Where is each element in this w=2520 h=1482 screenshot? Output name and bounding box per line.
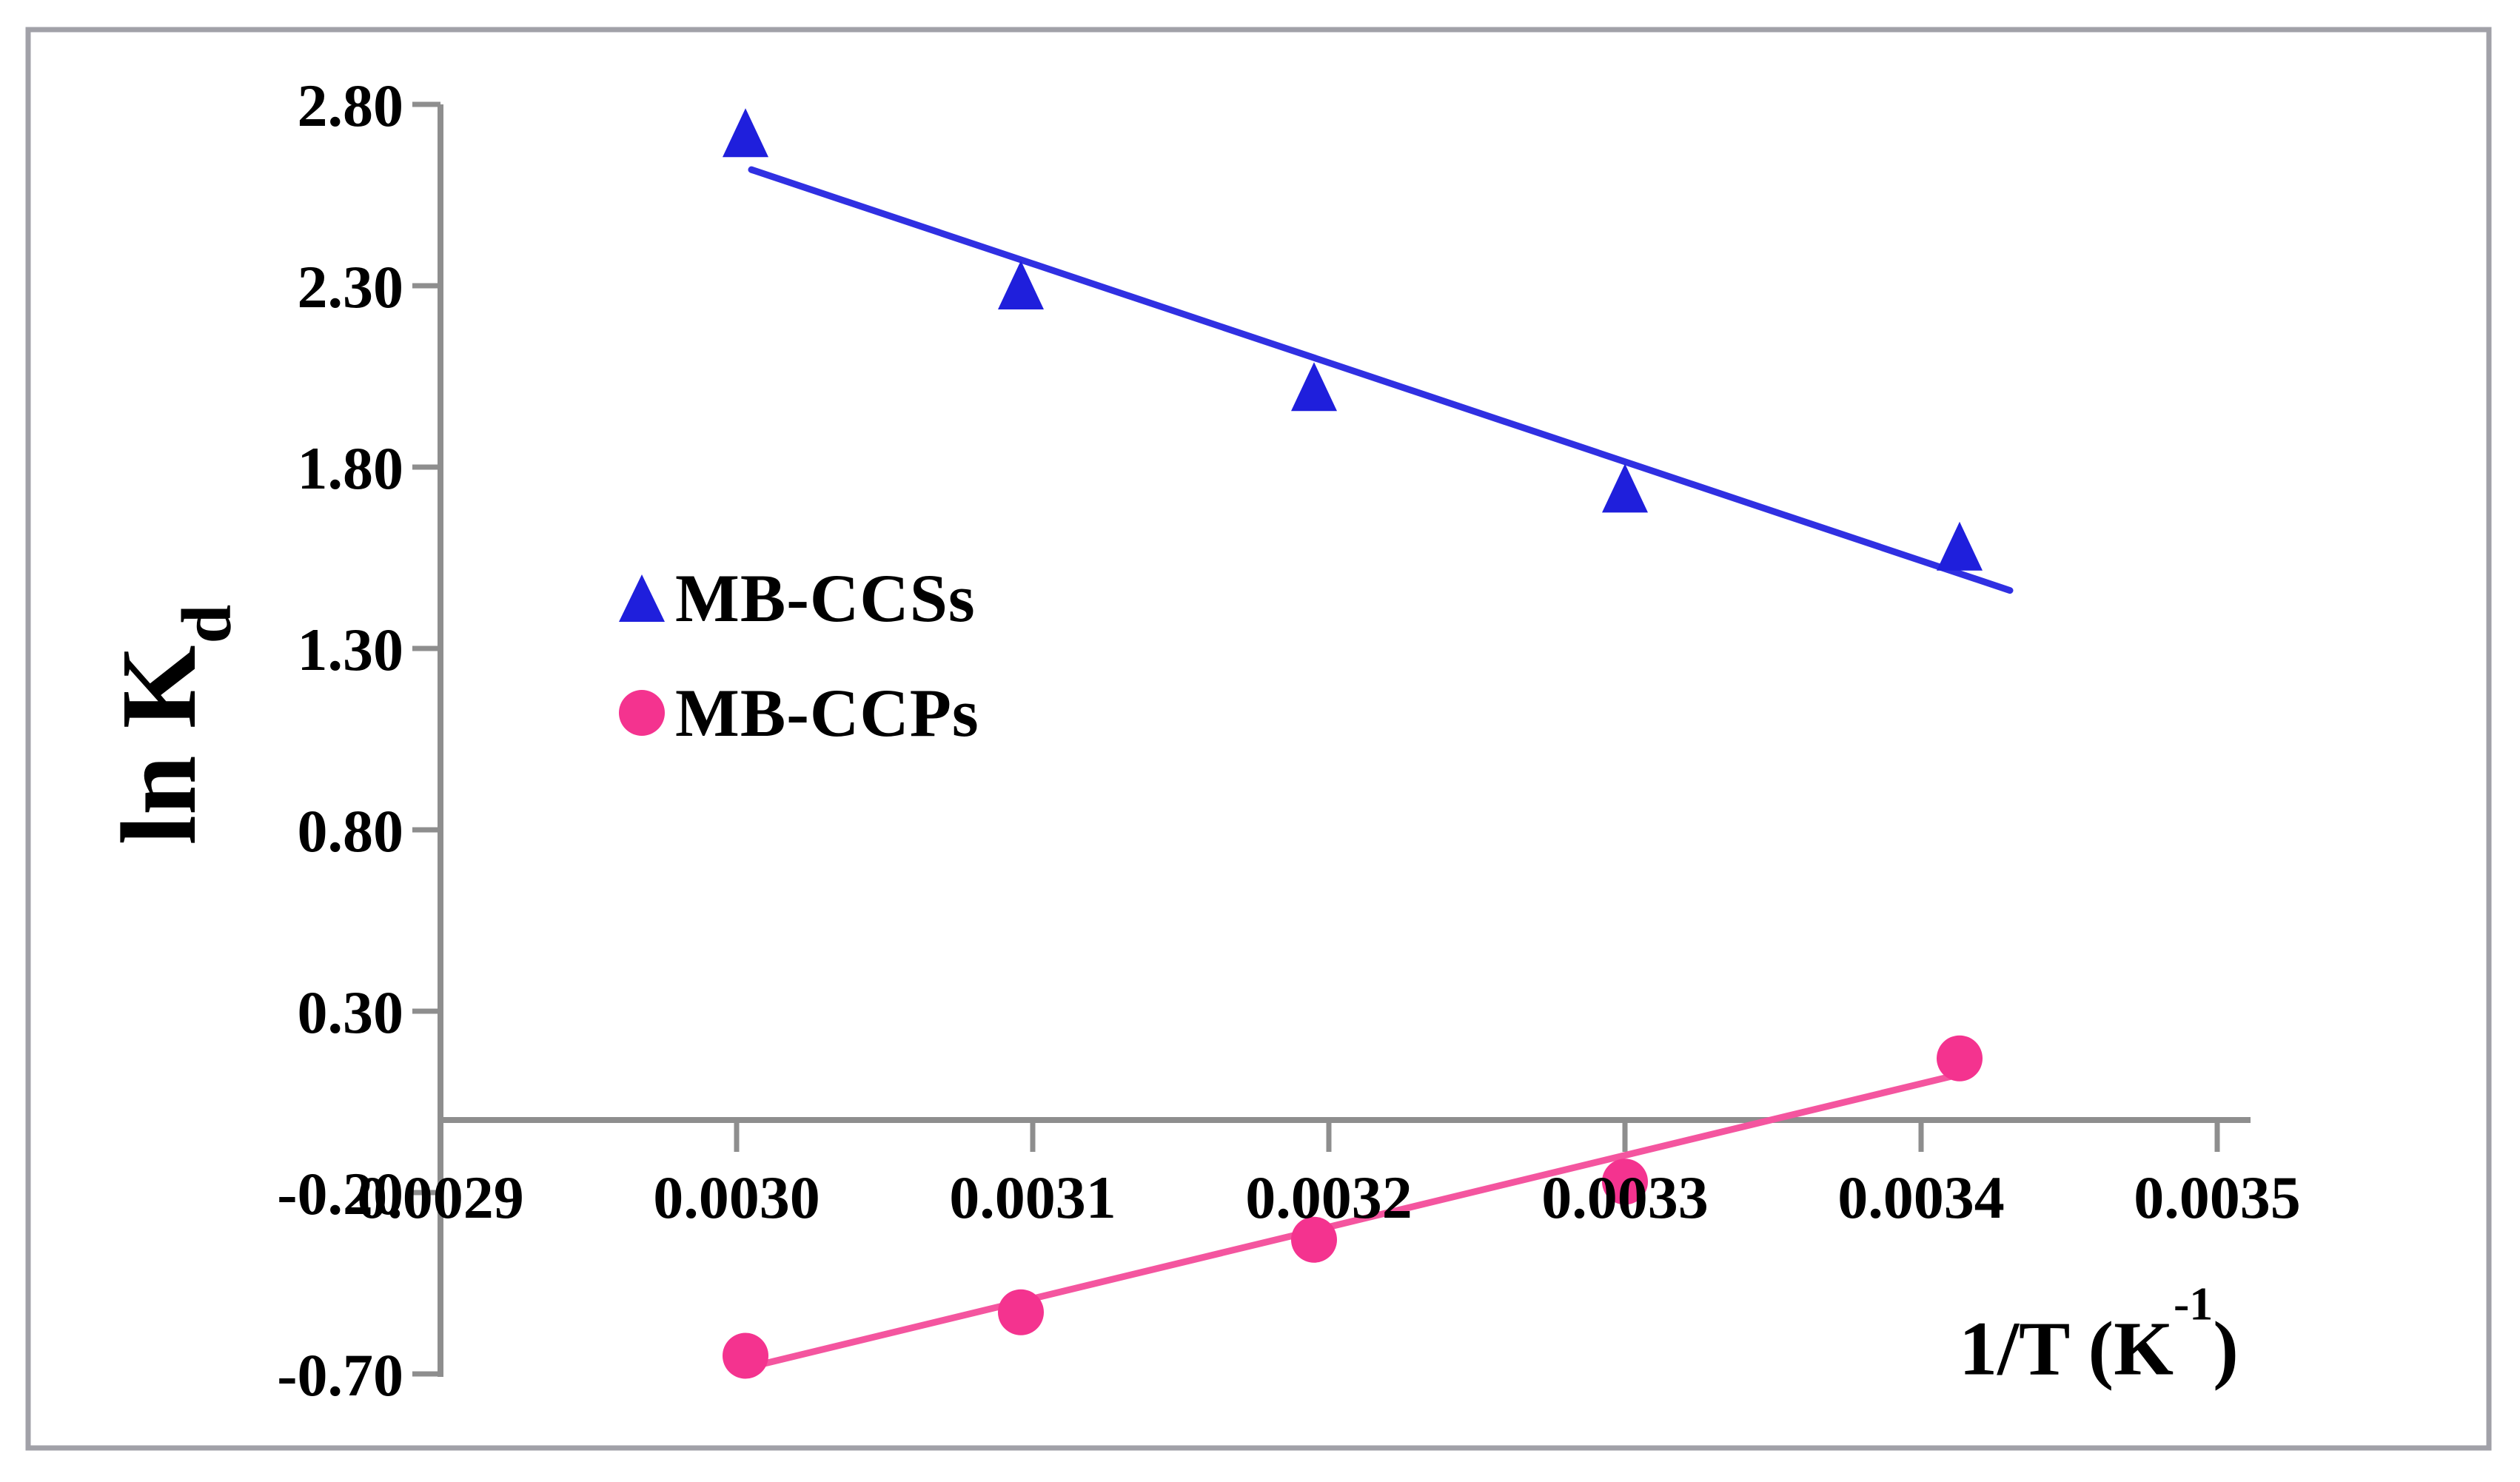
x-tick-label: 0.0033 xyxy=(1541,1164,1709,1231)
legend-label: MB-CCSs xyxy=(675,560,976,636)
y-tick-label: 2.30 xyxy=(298,253,404,321)
x-tick-label: 0.0034 xyxy=(1837,1164,2005,1231)
data-point-triangle xyxy=(1291,362,1337,412)
legend-item-mb-ccss: MB-CCSs xyxy=(619,557,976,639)
x-tick-label: 0.0029 xyxy=(357,1164,524,1231)
triangle-marker-icon xyxy=(619,574,665,622)
y-tick-label: 0.80 xyxy=(298,797,404,865)
x-tick-label: 0.0032 xyxy=(1245,1164,1413,1231)
data-point-circle xyxy=(998,1289,1044,1335)
trendline-mb-ccps xyxy=(748,1073,1954,1370)
y-axis-title-main: ln K xyxy=(100,645,218,845)
circle-marker-icon xyxy=(619,690,665,736)
x-tick-label: 0.0035 xyxy=(2134,1164,2301,1231)
y-tick-label: 1.30 xyxy=(298,616,404,683)
x-axis-title-main: 1/T (K xyxy=(1959,1306,2174,1392)
x-tick-label: 0.0031 xyxy=(949,1164,1116,1231)
figure-border xyxy=(25,27,2492,1451)
y-axis-title-subscript: d xyxy=(167,604,246,644)
legend-item-mb-ccps: MB-CCPs xyxy=(619,672,979,754)
data-point-triangle xyxy=(723,108,768,158)
data-point-circle xyxy=(1291,1216,1337,1263)
data-point-circle xyxy=(1602,1159,1648,1205)
y-tick-label: 2.80 xyxy=(298,72,404,139)
x-tick-label: 0.0030 xyxy=(653,1164,820,1231)
y-axis-title: ln Kd xyxy=(98,605,246,845)
trendline-mb-ccss xyxy=(748,166,2014,594)
data-point-circle xyxy=(723,1332,768,1379)
x-axis-title-superscript: -1 xyxy=(2173,1277,2214,1330)
data-point-triangle xyxy=(1937,521,1983,571)
data-point-circle xyxy=(1937,1035,1983,1082)
y-tick-label: -0.20 xyxy=(277,1160,403,1227)
x-axis-title: 1/T (K-1) xyxy=(1959,1280,2239,1393)
data-point-triangle xyxy=(998,261,1044,309)
y-tick-label: -0.70 xyxy=(277,1341,403,1409)
y-tick-label: 0.30 xyxy=(298,979,404,1046)
data-point-triangle xyxy=(1602,463,1648,513)
y-tick-label: 1.80 xyxy=(298,435,404,502)
x-axis-title-end: ) xyxy=(2213,1306,2239,1392)
legend-label: MB-CCPs xyxy=(675,675,979,751)
